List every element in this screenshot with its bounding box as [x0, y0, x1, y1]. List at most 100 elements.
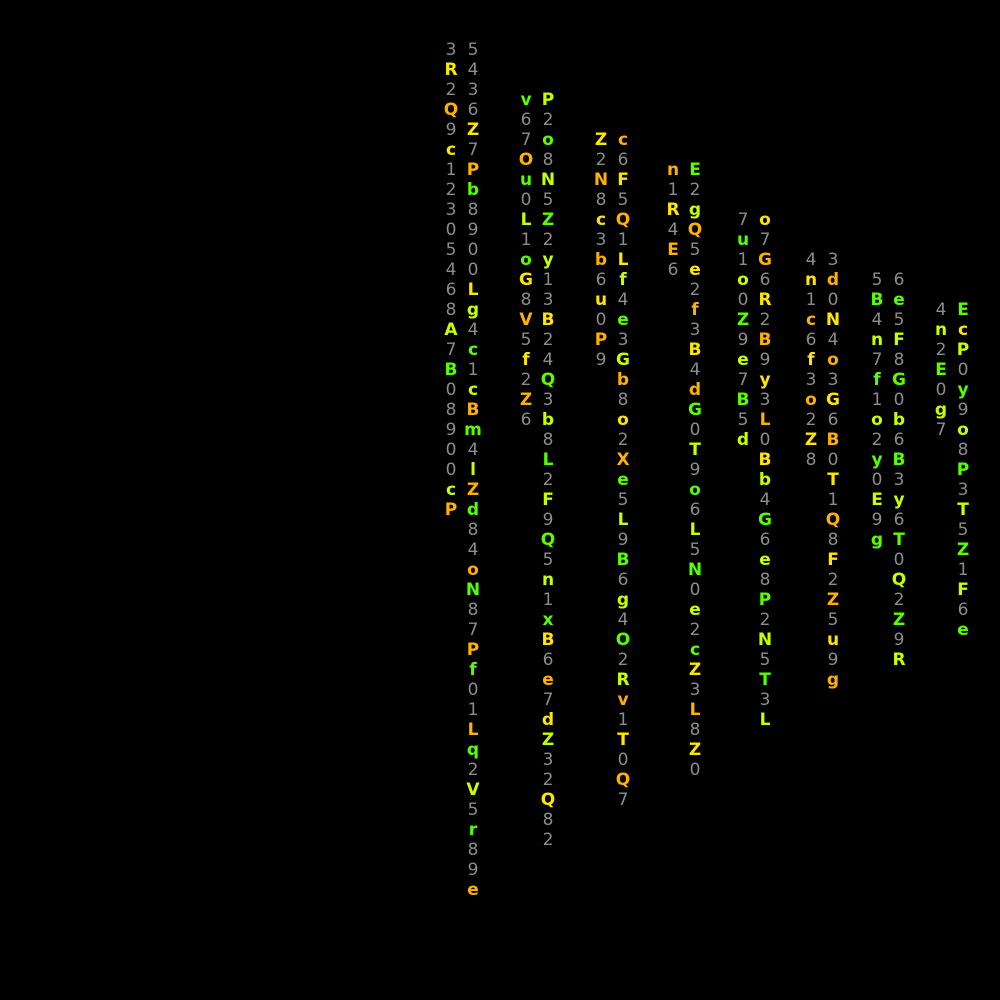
letter-glyph: e — [733, 350, 753, 370]
letter-glyph: y — [953, 380, 973, 400]
digit-glyph: 1 — [538, 270, 558, 290]
letter-glyph: F — [538, 490, 558, 510]
letter-glyph: b — [591, 250, 611, 270]
letter-glyph: G — [823, 390, 843, 410]
digit-glyph: 6 — [613, 570, 633, 590]
letter-glyph: E — [685, 160, 705, 180]
digit-glyph: 3 — [953, 480, 973, 500]
letter-glyph: T — [613, 730, 633, 750]
letter-glyph: Q — [441, 100, 461, 120]
digit-glyph: 2 — [538, 330, 558, 350]
letter-glyph: e — [538, 670, 558, 690]
letter-glyph: Z — [591, 130, 611, 150]
letter-glyph: f — [463, 660, 483, 680]
letter-glyph: x — [538, 610, 558, 630]
digit-glyph: 4 — [867, 310, 887, 330]
digit-glyph: 3 — [823, 250, 843, 270]
digit-glyph: 1 — [441, 160, 461, 180]
digit-glyph: 2 — [538, 770, 558, 790]
letter-glyph: X — [613, 450, 633, 470]
digit-glyph: 2 — [538, 470, 558, 490]
digit-glyph: 8 — [889, 350, 909, 370]
letter-glyph: N — [538, 170, 558, 190]
digit-glyph: 7 — [516, 130, 536, 150]
letter-glyph: o — [516, 250, 536, 270]
digit-glyph: 2 — [538, 110, 558, 130]
ring-1-text: P2o8N5Z2y13B24Q3b8L2F9Q5n1xB6e7dZ32Q82v6… — [515, 90, 559, 850]
ring-0-text: 5436Z7Pb8900Lg4c1cBm4lZd84oN87Pf01Lq2V5r… — [440, 40, 484, 900]
letter-glyph: Q — [613, 770, 633, 790]
digit-glyph: 1 — [823, 490, 843, 510]
ring-3-text: E2gQ5e2f3B4dG0T9o6L5N0e2cZ3L8Z0n1R4E6 — [662, 160, 706, 780]
digit-glyph: 9 — [889, 630, 909, 650]
letter-glyph: b — [613, 370, 633, 390]
digit-glyph: 9 — [953, 400, 973, 420]
digit-glyph: 0 — [685, 420, 705, 440]
letter-glyph: L — [463, 280, 483, 300]
letter-glyph: n — [801, 270, 821, 290]
digit-glyph: 5 — [516, 330, 536, 350]
digit-glyph: 4 — [613, 290, 633, 310]
digit-glyph: 5 — [953, 520, 973, 540]
digit-glyph: 9 — [441, 120, 461, 140]
letter-glyph: G — [516, 270, 536, 290]
digit-glyph: 1 — [538, 590, 558, 610]
digit-glyph: 6 — [685, 500, 705, 520]
digit-glyph: 5 — [613, 490, 633, 510]
letter-glyph: Q — [538, 370, 558, 390]
digit-glyph: 2 — [931, 340, 951, 360]
digit-glyph: 8 — [591, 190, 611, 210]
digit-glyph: 2 — [889, 590, 909, 610]
digit-glyph: 9 — [613, 530, 633, 550]
digit-glyph: 1 — [463, 360, 483, 380]
letter-glyph: B — [441, 360, 461, 380]
digit-glyph: 0 — [867, 470, 887, 490]
digit-glyph: 8 — [685, 720, 705, 740]
digit-glyph: 8 — [823, 530, 843, 550]
digit-glyph: 8 — [441, 400, 461, 420]
letter-glyph: e — [755, 550, 775, 570]
letter-glyph: R — [889, 650, 909, 670]
digit-glyph: 2 — [441, 180, 461, 200]
digit-glyph: 4 — [931, 300, 951, 320]
ring-7-text: EcP0y9o8P3T5Z1F6e4n2E0g7 — [930, 300, 974, 640]
digit-glyph: 0 — [441, 440, 461, 460]
letter-glyph: B — [685, 340, 705, 360]
digit-glyph: 3 — [685, 680, 705, 700]
letter-glyph: N — [823, 310, 843, 330]
letter-glyph: u — [516, 170, 536, 190]
digit-glyph: 0 — [953, 360, 973, 380]
digit-glyph: 0 — [823, 450, 843, 470]
letter-glyph: u — [823, 630, 843, 650]
letter-glyph: o — [823, 350, 843, 370]
digit-glyph: 0 — [463, 680, 483, 700]
digit-glyph: 3 — [441, 200, 461, 220]
digit-glyph: 8 — [463, 520, 483, 540]
letter-glyph: P — [463, 160, 483, 180]
letter-glyph: R — [663, 200, 683, 220]
digit-glyph: 6 — [755, 530, 775, 550]
letter-glyph: y — [889, 490, 909, 510]
letter-glyph: f — [685, 300, 705, 320]
digit-glyph: 5 — [538, 190, 558, 210]
letter-glyph: O — [516, 150, 536, 170]
letter-glyph: g — [931, 400, 951, 420]
digit-glyph: 2 — [823, 570, 843, 590]
letter-glyph: A — [441, 320, 461, 340]
digit-glyph: 6 — [889, 270, 909, 290]
digit-glyph: 0 — [685, 760, 705, 780]
letter-glyph: P — [538, 90, 558, 110]
letter-glyph: b — [755, 470, 775, 490]
digit-glyph: 2 — [613, 430, 633, 450]
letter-glyph: c — [463, 340, 483, 360]
letter-glyph: T — [685, 440, 705, 460]
letter-glyph: c — [801, 310, 821, 330]
digit-glyph: 8 — [538, 150, 558, 170]
digit-glyph: 2 — [516, 370, 536, 390]
digit-glyph: 1 — [613, 230, 633, 250]
digit-glyph: 8 — [463, 200, 483, 220]
letter-glyph: Z — [463, 480, 483, 500]
digit-glyph: 1 — [463, 700, 483, 720]
letter-glyph: N — [591, 170, 611, 190]
letter-glyph: d — [823, 270, 843, 290]
